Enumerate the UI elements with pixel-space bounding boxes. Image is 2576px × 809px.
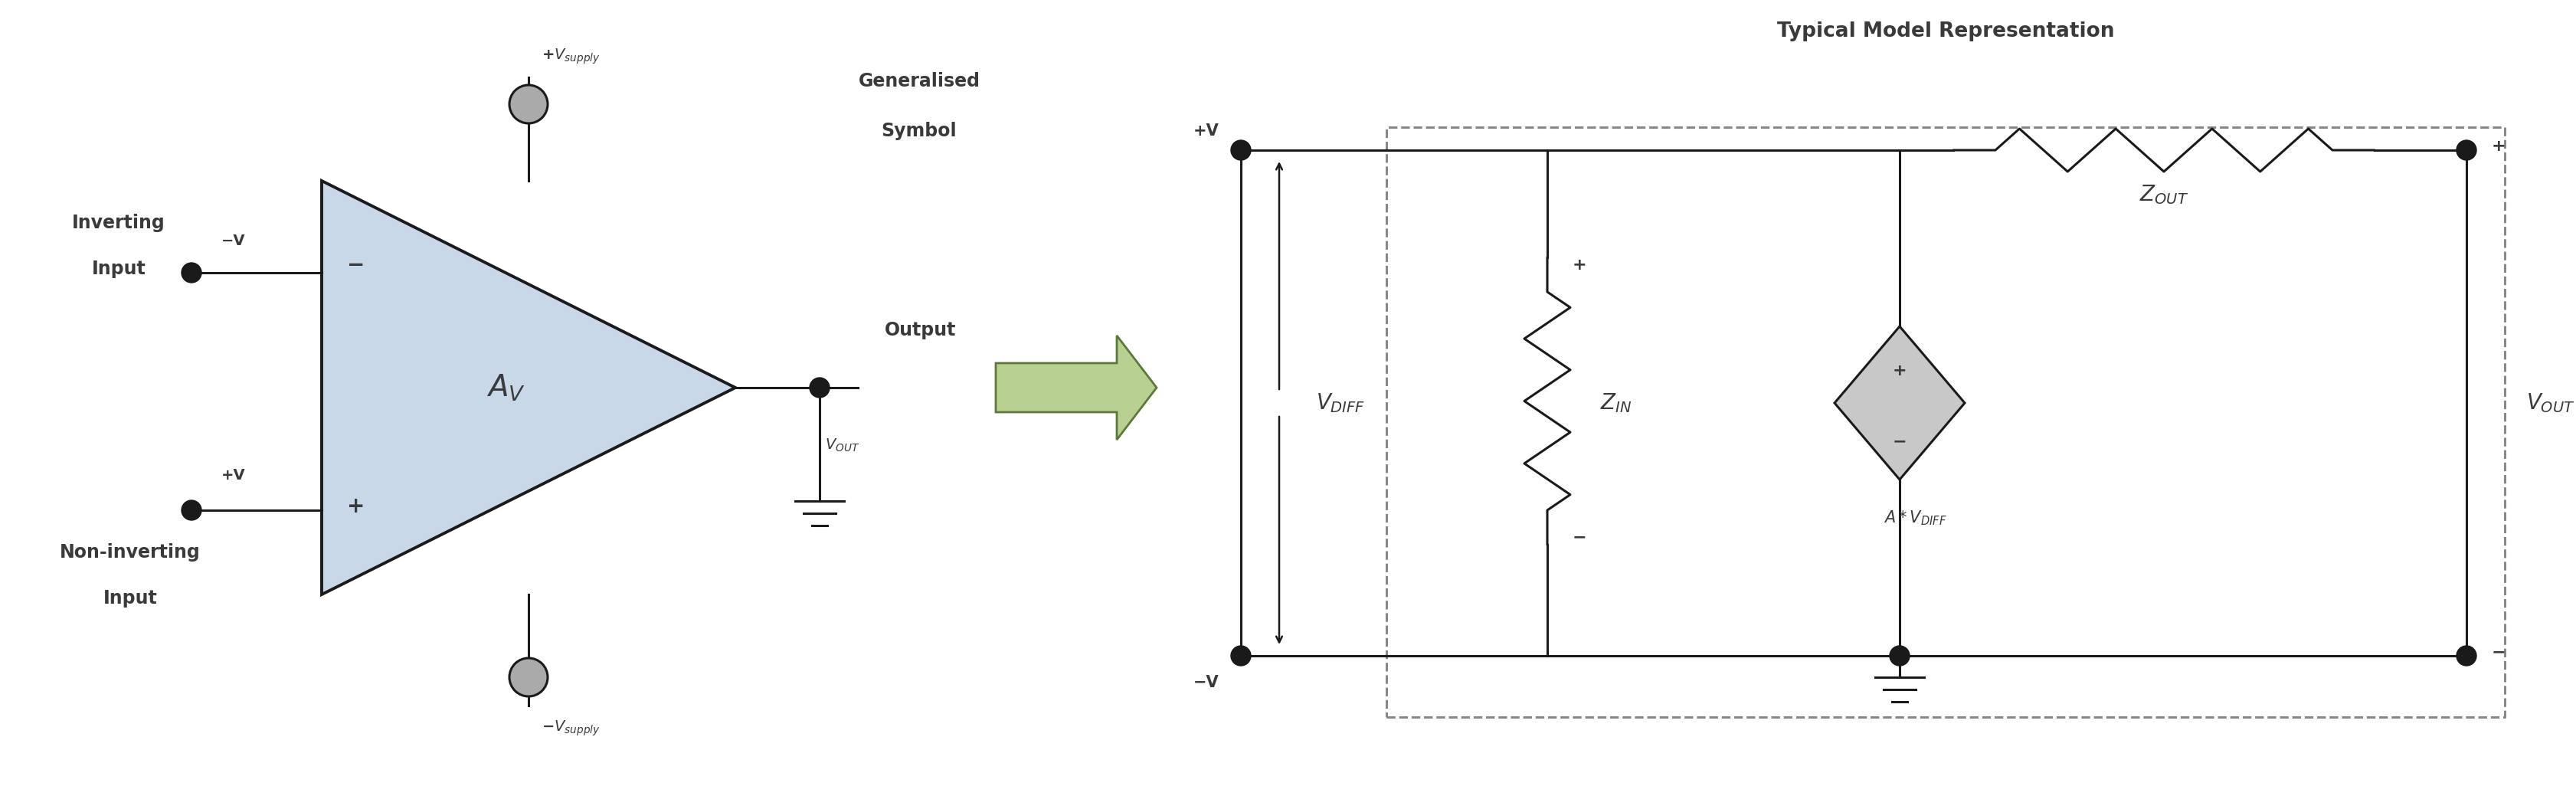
Text: $V_{OUT}$: $V_{OUT}$ bbox=[824, 437, 860, 453]
Text: Typical Model Representation: Typical Model Representation bbox=[1777, 22, 2115, 41]
Text: −V: −V bbox=[222, 233, 245, 248]
Polygon shape bbox=[997, 336, 1157, 440]
Text: −$V_{supply}$: −$V_{supply}$ bbox=[541, 719, 600, 738]
Text: +V: +V bbox=[222, 468, 245, 483]
Text: +V: +V bbox=[1193, 123, 1218, 138]
Text: $Z_{IN}$: $Z_{IN}$ bbox=[1600, 392, 1633, 414]
Polygon shape bbox=[1834, 326, 1965, 480]
Text: +: + bbox=[1571, 257, 1587, 273]
Text: −: − bbox=[1893, 434, 1906, 449]
Text: +: + bbox=[348, 496, 366, 517]
Text: Symbol: Symbol bbox=[881, 122, 956, 140]
Circle shape bbox=[809, 378, 829, 397]
Text: −: − bbox=[1571, 529, 1587, 544]
Text: −V: −V bbox=[1193, 675, 1218, 690]
Text: Input: Input bbox=[103, 589, 157, 608]
Text: $V_{OUT}$: $V_{OUT}$ bbox=[2527, 392, 2576, 414]
Circle shape bbox=[180, 263, 201, 282]
Circle shape bbox=[1231, 140, 1252, 160]
Text: −: − bbox=[2491, 644, 2506, 659]
Text: Input: Input bbox=[93, 260, 147, 278]
Text: $V_{DIFF}$: $V_{DIFF}$ bbox=[1316, 392, 1365, 414]
Text: −: − bbox=[348, 254, 366, 276]
Circle shape bbox=[1231, 646, 1252, 666]
Text: Output: Output bbox=[884, 321, 956, 340]
Polygon shape bbox=[322, 180, 734, 595]
Circle shape bbox=[180, 500, 201, 520]
Text: +: + bbox=[2491, 138, 2506, 154]
Text: +: + bbox=[1893, 363, 1906, 379]
Bar bbox=[1386, 127, 2504, 717]
Text: +$V_{supply}$: +$V_{supply}$ bbox=[541, 47, 600, 66]
Text: $Z_{OUT}$: $Z_{OUT}$ bbox=[2138, 183, 2190, 206]
Circle shape bbox=[510, 658, 549, 697]
Text: $A*V_{DIFF}$: $A*V_{DIFF}$ bbox=[1883, 509, 1947, 527]
Circle shape bbox=[2458, 140, 2476, 160]
Circle shape bbox=[2458, 646, 2476, 666]
Circle shape bbox=[510, 85, 549, 123]
Text: Non-inverting: Non-inverting bbox=[59, 543, 201, 561]
Circle shape bbox=[1891, 646, 1909, 666]
Text: Inverting: Inverting bbox=[72, 214, 165, 232]
Text: Generalised: Generalised bbox=[858, 72, 979, 91]
Text: $A_V$: $A_V$ bbox=[487, 373, 526, 403]
